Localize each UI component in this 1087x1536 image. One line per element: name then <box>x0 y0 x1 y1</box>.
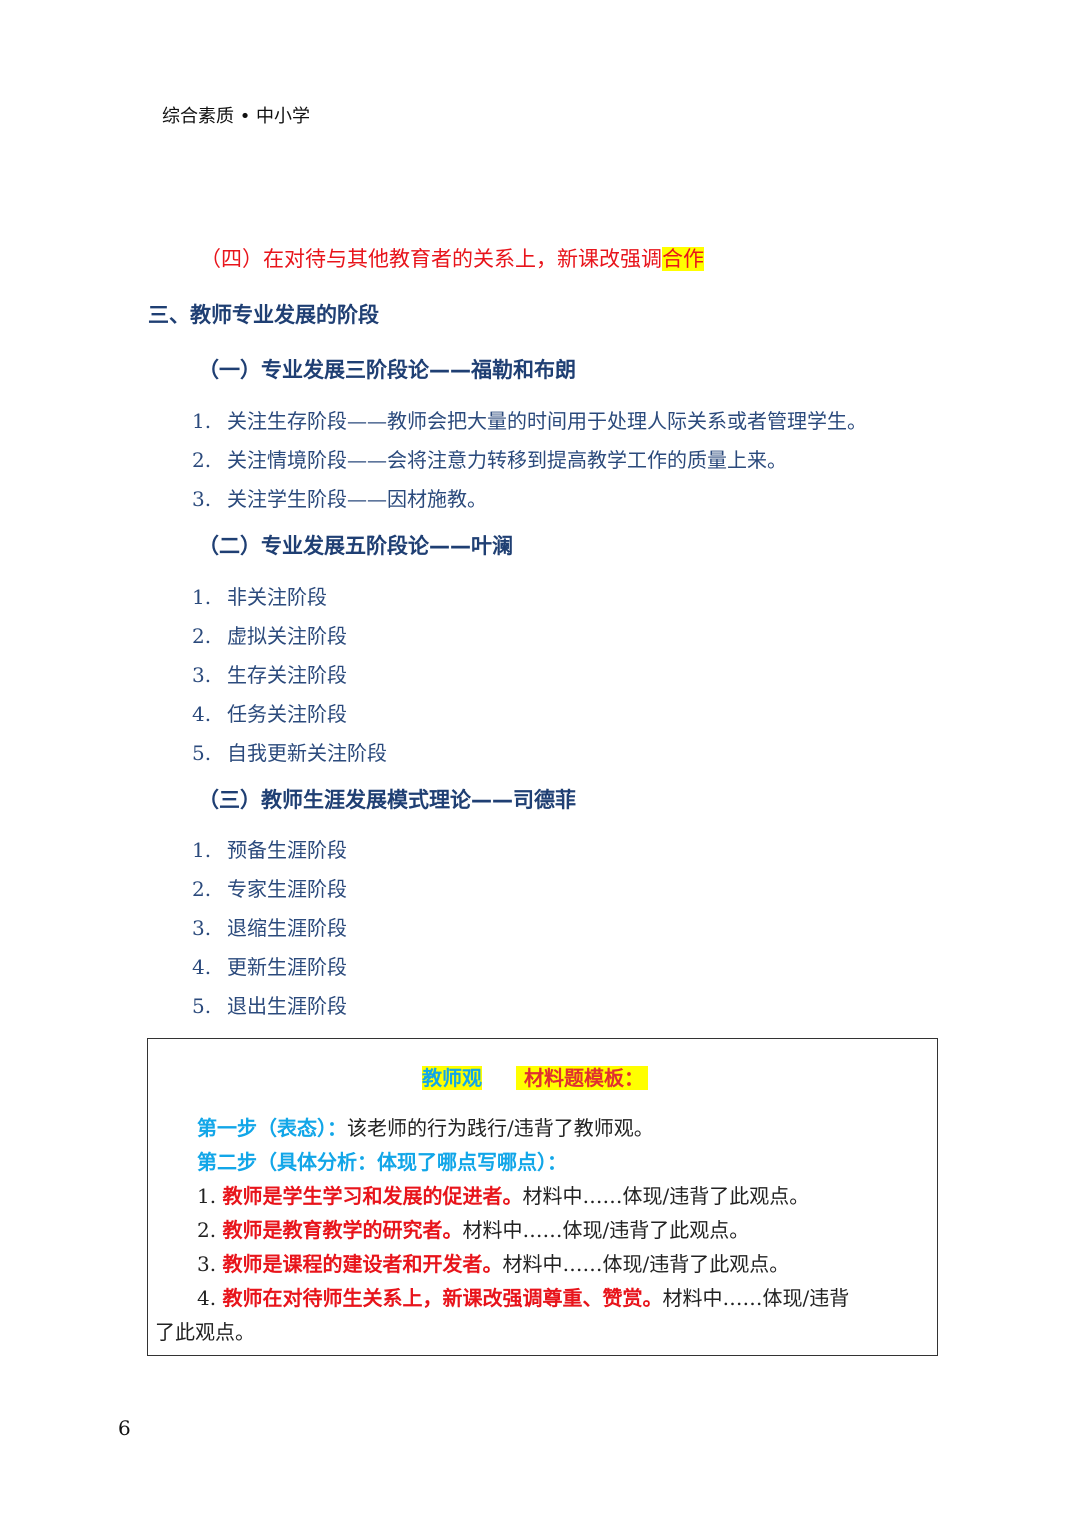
template-point: 3. 教师是课程的建设者和开发者。材料中……体现/违背了此观点。 <box>197 1248 789 1277</box>
item-text: 关注学生阶段——因材施教。 <box>227 487 487 511</box>
item-text: 退缩生涯阶段 <box>227 916 347 940</box>
item-number: 2. <box>192 877 212 901</box>
template-point: 4. 教师在对待师生关系上，新课改强调尊重、赞赏。材料中……体现/违背 <box>197 1282 849 1311</box>
section-title: 三、教师专业发展的阶段 <box>148 303 379 327</box>
point-key: 教师是学生学习和发展的促进者。 <box>222 1184 523 1208</box>
item-number: 1. <box>192 409 212 433</box>
item-number: 5. <box>192 994 212 1018</box>
item-text: 关注生存阶段——教师会把大量的时间用于处理人际关系或者管理学生。 <box>227 409 867 433</box>
point-text: 材料中……体现/违背了此观点。 <box>462 1218 750 1242</box>
point-key: 教师在对待师生关系上，新课改强调尊重、赞赏。 <box>222 1286 663 1310</box>
point-number: 1. <box>197 1184 217 1208</box>
item-text: 任务关注阶段 <box>227 702 347 726</box>
item-text: 更新生涯阶段 <box>227 955 347 979</box>
point-key: 教师是课程的建设者和开发者。 <box>222 1252 503 1276</box>
highlighted-term: 合作 <box>662 247 704 271</box>
point-four: （四）在对待与其他教育者的关系上，新课改强调合作 <box>200 243 704 273</box>
point-key: 教师是教育教学的研究者。 <box>222 1218 463 1242</box>
tag-teacher-view: 教师观 <box>422 1066 482 1090</box>
step-one-text: 该老师的行为践行/违背了教师观。 <box>347 1116 654 1140</box>
item-number: 2. <box>192 448 212 472</box>
point-number: 3. <box>197 1252 217 1276</box>
list-item: 1. 关注生存阶段——教师会把大量的时间用于处理人际关系或者管理学生。 <box>192 405 867 434</box>
list-item: 4. 更新生涯阶段 <box>192 951 347 980</box>
item-text: 预备生涯阶段 <box>227 838 347 862</box>
point-number: 2. <box>197 1218 217 1242</box>
theory-title: （三）教师生涯发展模式理论——司德菲 <box>198 788 576 812</box>
item-text: 专家生涯阶段 <box>227 877 347 901</box>
step-two: 第二步（具体分析：体现了哪点写哪点）： <box>197 1146 567 1175</box>
list-item: 2. 专家生涯阶段 <box>192 873 347 902</box>
template-point: 2. 教师是教育教学的研究者。材料中……体现/违背了此观点。 <box>197 1214 749 1243</box>
list-item: 5. 自我更新关注阶段 <box>192 737 387 766</box>
item-text: 关注情境阶段——会将注意力转移到提高教学工作的质量上来。 <box>227 448 787 472</box>
step-one-label: 第一步（表态）： <box>197 1116 347 1140</box>
point-continuation: 了此观点。 <box>155 1320 255 1344</box>
theory-title: （二）专业发展五阶段论——叶澜 <box>198 534 513 558</box>
item-text: 虚拟关注阶段 <box>227 624 347 648</box>
tag-template: 材料题模板： <box>516 1066 648 1090</box>
item-number: 1. <box>192 838 212 862</box>
item-number: 3. <box>192 487 212 511</box>
list-item: 3. 退缩生涯阶段 <box>192 912 347 941</box>
point-text: 材料中……体现/违背了此观点。 <box>522 1184 810 1208</box>
list-item: 2. 虚拟关注阶段 <box>192 620 347 649</box>
item-number: 4. <box>192 955 212 979</box>
theory-title: （一）专业发展三阶段论——福勒和布朗 <box>198 358 576 382</box>
list-item: 1. 预备生涯阶段 <box>192 834 347 863</box>
template-point: 1. 教师是学生学习和发展的促进者。材料中……体现/违背了此观点。 <box>197 1180 809 1209</box>
point-text: 材料中……体现/违背 <box>662 1286 850 1310</box>
running-header: 综合素质 • 中小学 <box>162 106 311 127</box>
step-one: 第一步（表态）：该老师的行为践行/违背了教师观。 <box>197 1112 654 1141</box>
list-item: 4. 任务关注阶段 <box>192 698 347 727</box>
item-number: 4. <box>192 702 212 726</box>
item-text: 生存关注阶段 <box>227 663 347 687</box>
list-item: 2. 关注情境阶段——会将注意力转移到提高教学工作的质量上来。 <box>192 444 787 473</box>
template-box: 教师观 材料题模板： 第一步（表态）：该老师的行为践行/违背了教师观。 第二步（具… <box>147 1038 938 1356</box>
item-number: 1. <box>192 585 212 609</box>
list-item: 3. 关注学生阶段——因材施教。 <box>192 483 487 512</box>
point-text: 材料中……体现/违背了此观点。 <box>502 1252 790 1276</box>
list-item: 3. 生存关注阶段 <box>192 659 347 688</box>
point-four-text: （四）在对待与其他教育者的关系上，新课改强调 <box>200 247 662 271</box>
item-text: 退出生涯阶段 <box>227 994 347 1018</box>
page-number: 6 <box>118 1416 131 1440</box>
list-item: 1. 非关注阶段 <box>192 581 327 610</box>
item-number: 2. <box>192 624 212 648</box>
step-two-label: 第二步（具体分析：体现了哪点写哪点）： <box>197 1150 567 1174</box>
item-text: 非关注阶段 <box>227 585 327 609</box>
item-number: 3. <box>192 663 212 687</box>
item-number: 5. <box>192 741 212 765</box>
list-item: 5. 退出生涯阶段 <box>192 990 347 1019</box>
item-text: 自我更新关注阶段 <box>227 741 387 765</box>
point-number: 4. <box>197 1286 217 1310</box>
item-number: 3. <box>192 916 212 940</box>
box-title: 教师观 材料题模板： <box>422 1062 648 1091</box>
